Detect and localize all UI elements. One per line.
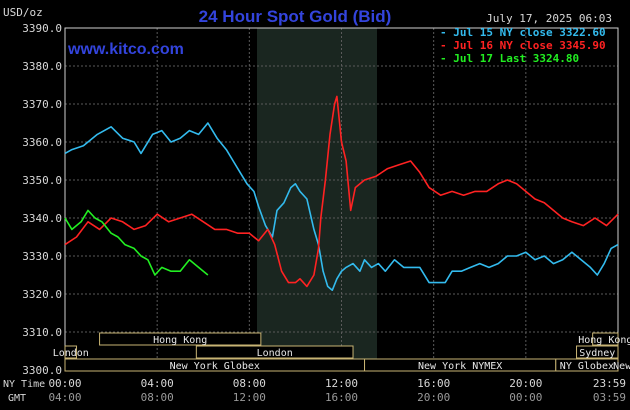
session-label: Sydney xyxy=(579,348,615,359)
session-label: Hong Kong xyxy=(153,335,207,346)
nymex-session-highlight xyxy=(257,28,377,370)
session-label: New York NYMEX xyxy=(418,361,502,372)
session-box xyxy=(64,345,78,359)
y-axis-ticks: 3390.0 3380.0 3370.0 3360.0 3350.0 3340.0 3330… xyxy=(22,22,62,377)
series-line-2 xyxy=(64,209,209,276)
x-axis-label-ny: NY Time xyxy=(3,379,45,390)
y-tick-label: 3390.0 xyxy=(22,22,62,35)
grid-lines xyxy=(65,28,618,370)
y-tick-label: 3310.0 xyxy=(22,326,62,339)
y-tick-label: 3340.0 xyxy=(22,212,62,225)
x-tick-label-ny: 08:00 xyxy=(233,377,266,390)
x-tick-label-gmt: 00:00 xyxy=(509,391,542,404)
y-tick-label: 3370.0 xyxy=(22,98,62,111)
timestamp: July 17, 2025 06:03 xyxy=(486,12,612,25)
legend-entry-jul16: - Jul 16 NY close 3345.90 xyxy=(440,39,606,52)
session-label: London xyxy=(53,348,89,359)
x-tick-label-gmt: 20:00 xyxy=(417,391,450,404)
x-tick-label-ny: 12:00 xyxy=(325,377,358,390)
session-box xyxy=(195,345,354,359)
series-line-1 xyxy=(64,95,619,288)
y-tick-label: 3320.0 xyxy=(22,288,62,301)
series-lines xyxy=(64,95,619,292)
legend-entry-jul17: - Jul 17 Last 3324.80 xyxy=(440,52,579,65)
y-tick-label: 3350.0 xyxy=(22,174,62,187)
trading-sessions: Hong Kong Hong Kong London London Sydney New … xyxy=(53,332,630,372)
website-link[interactable]: www.kitco.com xyxy=(67,41,184,58)
series-line-0 xyxy=(64,122,619,292)
session-box xyxy=(99,332,262,346)
x-tick-label-gmt: 04:00 xyxy=(48,391,81,404)
legend: - Jul 15 NY close 3322.60 - Jul 16 NY cl… xyxy=(440,26,606,65)
x-axis-label-gmt: GMT xyxy=(8,393,26,404)
legend-entry-jul15: - Jul 15 NY close 3322.60 xyxy=(440,26,606,39)
y-tick-label: 3330.0 xyxy=(22,250,62,263)
x-tick-label-ny: 16:00 xyxy=(417,377,450,390)
y-axis-label: USD/oz xyxy=(3,6,43,19)
y-tick-label: 3300.0 xyxy=(22,364,62,377)
chart-title: 24 Hour Spot Gold (Bid) xyxy=(199,7,392,26)
y-tick-label: 3380.0 xyxy=(22,60,62,73)
x-tick-label-ny: 04:00 xyxy=(141,377,174,390)
x-tick-label-ny: 20:00 xyxy=(509,377,542,390)
x-tick-label-gmt: 16:00 xyxy=(325,391,358,404)
x-tick-label-ny: 23:59 xyxy=(593,377,626,390)
session-label: New York Globex xyxy=(613,361,630,372)
y-tick-label: 3360.0 xyxy=(22,136,62,149)
session-label: New York Globex xyxy=(170,361,260,372)
session-label: NY Globex xyxy=(560,361,614,372)
x-axis-ticks: 00:0004:0004:0008:0008:0012:0012:0016:00… xyxy=(48,377,626,404)
session-box xyxy=(592,332,619,346)
session-box xyxy=(576,345,619,359)
session-label: London xyxy=(257,348,293,359)
x-tick-label-gmt: 03:59 xyxy=(593,391,626,404)
x-tick-label-gmt: 08:00 xyxy=(141,391,174,404)
x-tick-label-ny: 00:00 xyxy=(48,377,81,390)
x-tick-label-gmt: 12:00 xyxy=(233,391,266,404)
session-box xyxy=(555,358,619,372)
session-label: Hong Kong xyxy=(578,335,630,346)
